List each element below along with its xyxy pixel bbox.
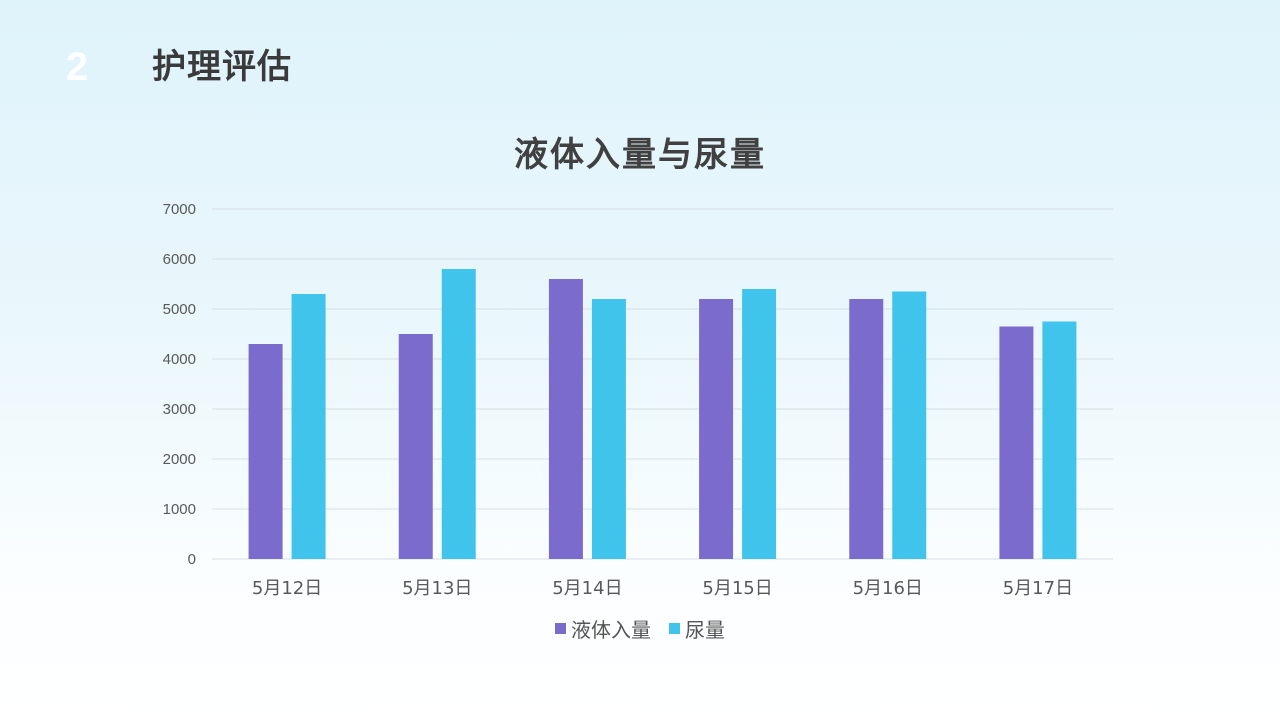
bar-series-1 <box>999 326 1034 559</box>
legend-item-series-1: 液体入量 <box>555 614 651 643</box>
y-tick-label: 0 <box>188 551 196 568</box>
y-tick-label: 1000 <box>163 501 196 518</box>
bar-series-1 <box>849 299 884 559</box>
bar-series-1 <box>398 334 433 559</box>
legend-swatch-series-1 <box>555 623 566 634</box>
bar-series-1 <box>248 344 283 559</box>
bar-series-2 <box>291 294 326 559</box>
x-tick-label: 5月15日 <box>702 578 772 599</box>
legend-label-series-1: 液体入量 <box>571 618 651 642</box>
bar-series-1 <box>699 299 734 559</box>
legend-label-series-2: 尿量 <box>685 618 725 642</box>
legend-swatch-series-2 <box>669 623 680 634</box>
chart-legend: 液体入量 尿量 <box>0 614 1280 643</box>
y-tick-label: 6000 <box>163 251 196 268</box>
section-title: 护理评估 <box>152 47 292 87</box>
x-tick-label: 5月17日 <box>1003 578 1073 599</box>
bar-series-2 <box>441 269 476 559</box>
y-tick-label: 2000 <box>163 451 196 468</box>
section-number: 2 <box>66 45 89 89</box>
chart-title: 液体入量与尿量 <box>514 135 766 175</box>
y-tick-label: 4000 <box>163 351 196 368</box>
bar-series-1 <box>548 279 583 559</box>
bar-series-2 <box>892 291 927 559</box>
bar-series-2 <box>591 299 626 559</box>
y-tick-label: 3000 <box>163 401 196 418</box>
x-tick-label: 5月14日 <box>552 578 622 599</box>
legend-item-series-2: 尿量 <box>669 614 725 643</box>
x-tick-label: 5月13日 <box>402 578 472 599</box>
y-tick-label: 5000 <box>163 301 196 318</box>
bar-series-2 <box>742 289 777 559</box>
y-tick-label: 7000 <box>163 201 196 218</box>
x-tick-label: 5月16日 <box>853 578 923 599</box>
bar-series-2 <box>1042 321 1077 559</box>
x-tick-label: 5月12日 <box>252 578 322 599</box>
